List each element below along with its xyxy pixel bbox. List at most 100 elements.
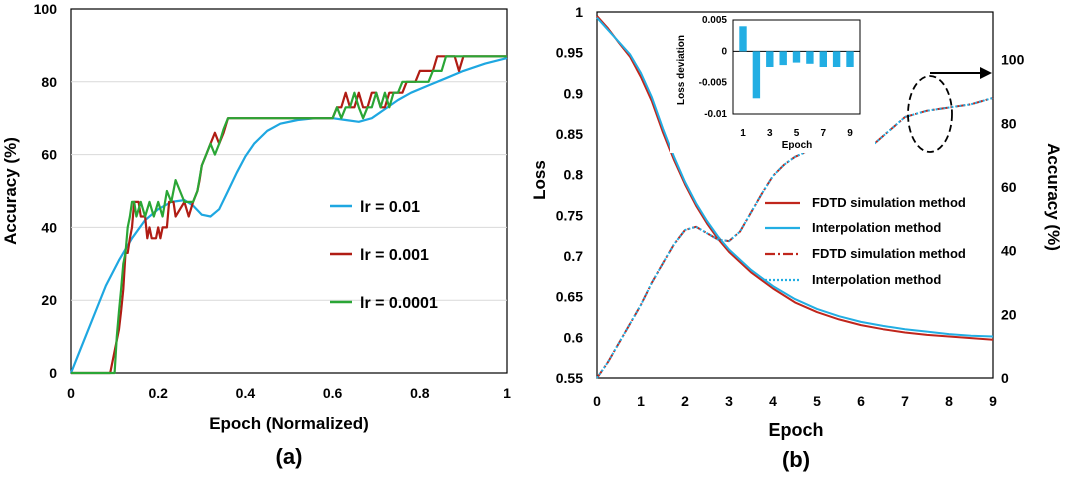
inset-bar-epoch-2	[752, 51, 761, 99]
panel-a-panel-label: (a)	[276, 444, 303, 469]
panel-b-x-tick-label: 1	[637, 393, 645, 409]
panel-a-series	[69, 55, 508, 375]
inset-x-tick-label: 1	[740, 128, 746, 139]
series-line-interpolation-method-right	[596, 96, 994, 379]
panel-a-y-tick-label: 80	[41, 74, 57, 90]
panel-b-series	[596, 15, 994, 379]
legend-label-lr-0.01: lr = 0.01	[360, 199, 420, 216]
panel-b-x-tick-label: 2	[681, 393, 689, 409]
panel-a-x-tick-label: 0	[67, 385, 75, 401]
inset-bar-epoch-8	[832, 51, 841, 67]
legend-item-lr-0.01: lr = 0.01	[330, 199, 420, 216]
panel-b-right-y-tick-label: 60	[1001, 179, 1017, 195]
inset-x-tick-label: 3	[767, 128, 773, 139]
legend-label-interp-accuracy: Interpolation method	[812, 272, 941, 287]
panel-b-x-tick-label: 7	[901, 393, 909, 409]
series-line-lr=0.01	[69, 57, 508, 374]
legend-item-interp-accuracy: Interpolation method	[765, 272, 941, 287]
panel-a-x-tick-labels: 0 0.2 0.4 0.6 0.8 1	[67, 385, 511, 401]
panel-a-x-tick-label: 0.8	[410, 385, 430, 401]
legend-item-fdtd-accuracy: FDTD simulation method	[765, 246, 966, 261]
inset-x-tick-label: 7	[820, 128, 826, 139]
panel-b-left-y-tick-label: 0.95	[556, 45, 583, 61]
inset-bar-epoch-9	[846, 51, 854, 67]
inset-bar-epoch-3	[766, 51, 774, 67]
legend-item-lr-0.0001: lr = 0.0001	[330, 295, 438, 312]
panel-b-chart: 0 1 2 3 4 5 6 7 8 9 0.55 0.6 0.65 0.7 0.75 0.8 0.85 0.9 0…	[530, 4, 1063, 472]
panel-b-x-tick-label: 3	[725, 393, 733, 409]
panel-a-y-tick-label: 20	[41, 292, 57, 308]
panel-a-gridlines	[71, 81, 507, 301]
panel-b-legend: FDTD simulation method Interpolation met…	[765, 195, 966, 287]
panel-b-left-y-tick-label: 0.85	[556, 126, 583, 142]
legend-label-lr-0.001: lr = 0.001	[360, 247, 429, 264]
inset-x-tick-labels: 1 3 5 7 9	[740, 128, 853, 139]
legend-item-fdtd-loss: FDTD simulation method	[765, 195, 966, 210]
panel-a-x-axis-label: Epoch (Normalized)	[209, 414, 369, 433]
panel-b-x-axis-label: Epoch	[768, 420, 823, 440]
panel-b-right-y-tick-label: 40	[1001, 243, 1017, 259]
legend-item-interp-loss: Interpolation method	[765, 220, 941, 235]
panel-a-x-tick-label: 0.2	[148, 385, 168, 401]
panel-a-chart: 0 0.2 0.4 0.6 0.8 1 0 20 40 60 80 100 Accuracy (%)…	[1, 1, 511, 469]
series-line-fdtd-simulation-method-left	[596, 15, 994, 341]
inset-bar-epoch-1	[739, 26, 747, 52]
panel-b-right-y-tick-labels: 0 20 40 60 80 100	[1001, 52, 1025, 386]
inset-y-tick-label: -0.005	[699, 78, 728, 89]
inset-y-tick-label: -0.01	[704, 109, 727, 120]
panel-b-plot-frame	[596, 11, 994, 379]
inset-bar-epoch-7	[819, 51, 827, 67]
panel-a-y-axis-label: Accuracy (%)	[1, 137, 20, 245]
panel-a-y-tick-label: 60	[41, 147, 57, 163]
legend-label-fdtd-loss: FDTD simulation method	[812, 195, 966, 210]
panel-b-left-y-tick-label: 0.6	[564, 329, 584, 345]
inset-x-axis-label: Epoch	[782, 140, 813, 151]
panel-b-left-y-tick-label: 0.75	[556, 207, 583, 223]
arrow-head	[980, 67, 992, 79]
panel-b-right-y-tick-label: 20	[1001, 306, 1017, 322]
panel-b-left-y-tick-label: 0.8	[564, 167, 584, 183]
panel-b-x-tick-label: 5	[813, 393, 821, 409]
panel-b-left-y-tick-label: 0.9	[564, 85, 584, 101]
inset-plot-frame	[732, 19, 861, 115]
inset-bars	[739, 26, 854, 99]
panel-b-x-tick-label: 4	[769, 393, 777, 409]
panel-b-x-tick-label: 8	[945, 393, 953, 409]
series-line-lr=0.0001	[71, 55, 507, 375]
panel-a-y-tick-label: 100	[34, 1, 58, 17]
inset-y-tick-label: 0	[721, 46, 727, 57]
panel-b-x-tick-label: 0	[593, 393, 601, 409]
panel-b-left-y-tick-label: 0.7	[564, 248, 584, 264]
panel-b-right-y-axis-label: Accuracy (%)	[1044, 143, 1063, 251]
panel-a-y-tick-labels: 0 20 40 60 80 100	[34, 1, 58, 381]
panel-a-legend: lr = 0.01 lr = 0.001 lr = 0.0001	[330, 199, 438, 312]
panel-a-x-tick-label: 0.4	[236, 385, 256, 401]
panel-b-right-y-tick-label: 80	[1001, 115, 1017, 131]
panel-b-panel-label: (b)	[782, 447, 810, 472]
inset-y-tick-label: 0.005	[702, 15, 727, 26]
inset-x-tick-label: 9	[847, 128, 853, 139]
panel-a-plot-frame	[70, 8, 508, 374]
panel-b-x-tick-label: 6	[857, 393, 865, 409]
panel-b-left-y-tick-label: 0.65	[556, 289, 583, 305]
inset-bar-epoch-5	[792, 51, 801, 63]
panel-b-left-y-tick-label: 0.55	[556, 370, 583, 386]
legend-label-fdtd-accuracy: FDTD simulation method	[812, 246, 966, 261]
highlight-ellipse	[907, 75, 953, 153]
panel-b-left-y-tick-labels: 0.55 0.6 0.65 0.7 0.75 0.8 0.85 0.9 0.95 1	[556, 4, 583, 386]
inset-loss-deviation-chart: 0.005 0 -0.005 -0.01 1 3 5 7 9 Loss deviation E…	[670, 15, 875, 153]
panel-a-y-tick-label: 0	[49, 365, 57, 381]
panel-b-right-y-tick-label: 100	[1001, 52, 1025, 68]
legend-label-interp-loss: Interpolation method	[812, 220, 941, 235]
panel-b-x-tick-label: 9	[989, 393, 997, 409]
panel-b-right-y-tick-label: 0	[1001, 370, 1009, 386]
panel-b-x-tick-labels: 0 1 2 3 4 5 6 7 8 9	[593, 393, 997, 409]
legend-label-lr-0.0001: lr = 0.0001	[360, 295, 438, 312]
inset-y-tick-labels: 0.005 0 -0.005 -0.01	[699, 15, 728, 120]
inset-bar-epoch-6	[806, 51, 814, 64]
panel-a-y-tick-label: 40	[41, 219, 57, 235]
panel-b-left-y-axis-label: Loss	[530, 160, 549, 200]
panel-a-x-tick-label: 1	[503, 385, 511, 401]
inset-background	[670, 18, 875, 153]
